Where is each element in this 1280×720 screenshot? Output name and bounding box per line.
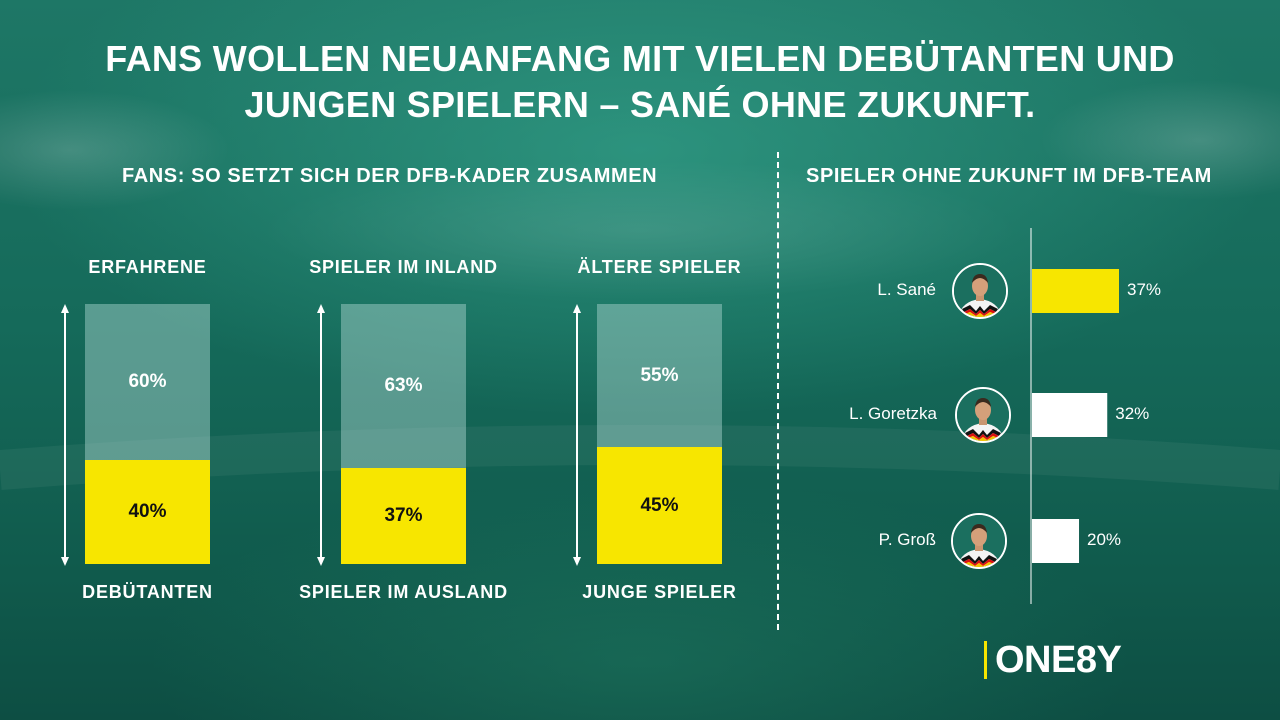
- player-name-label: L. Goretzka: [849, 404, 937, 423]
- column-top-label: SPIELER IM INLAND: [309, 257, 498, 277]
- left-section-title: FANS: SO SETZT SICH DER DFB-KADER ZUSAMM…: [122, 165, 658, 187]
- column-bottom-value: 45%: [640, 494, 679, 516]
- player-bar-value: 32%: [1115, 404, 1150, 423]
- double-arrow-icon: [317, 304, 325, 566]
- headline-line-1: FANS WOLLEN NEUANFANG MIT VIELEN DEBÜTAN…: [105, 38, 1175, 79]
- player-name-label: L. Sané: [877, 280, 936, 299]
- one8y-logo: ONE8Y: [984, 638, 1122, 681]
- double-arrow-icon: [573, 304, 581, 566]
- column-bottom-label: SPIELER IM AUSLAND: [299, 582, 508, 602]
- column-bottom-label: DEBÜTANTEN: [82, 582, 213, 602]
- double-arrow-icon: [61, 304, 69, 566]
- column-bottom-segment: [85, 460, 210, 564]
- column-bottom-value: 37%: [384, 504, 423, 526]
- column-top-value: 60%: [128, 371, 167, 392]
- stacked-column: 60% 40%: [85, 304, 210, 564]
- column-bottom-segment: [341, 467, 466, 564]
- column-top-value: 55%: [640, 364, 679, 386]
- headline-line-2: JUNGEN SPIELERN – SANÉ OHNE ZUKUNFT.: [244, 84, 1036, 125]
- column-top-value: 63%: [384, 374, 423, 396]
- player-avatar-icon: [951, 513, 1007, 569]
- column-bottom-label: JUNGE SPIELER: [582, 582, 737, 602]
- logo-text: ONE8Y: [995, 638, 1122, 681]
- stacked-column: 63% 37%: [341, 304, 466, 564]
- player-bar-value: 20%: [1087, 530, 1122, 549]
- player-avatar-icon: [955, 387, 1011, 443]
- stacked-column: 55% 45%: [597, 304, 722, 564]
- right-section-title: SPIELER OHNE ZUKUNFT IM DFB-TEAM: [806, 165, 1212, 187]
- column-top-label: ERFAHRENE: [88, 257, 207, 277]
- headline: FANS WOLLEN NEUANFANG MIT VIELEN DEBÜTAN…: [60, 36, 1220, 128]
- column-bottom-segment: [597, 447, 722, 564]
- section-divider: [777, 152, 779, 630]
- player-avatar-icon: [952, 263, 1008, 319]
- logo-accent-bar: [984, 641, 987, 679]
- column-top-label: ÄLTERE SPIELER: [577, 257, 742, 277]
- player-name-label: P. Groß: [878, 530, 936, 549]
- column-bottom-value: 40%: [128, 501, 167, 522]
- player-bar-value: 37%: [1127, 280, 1162, 299]
